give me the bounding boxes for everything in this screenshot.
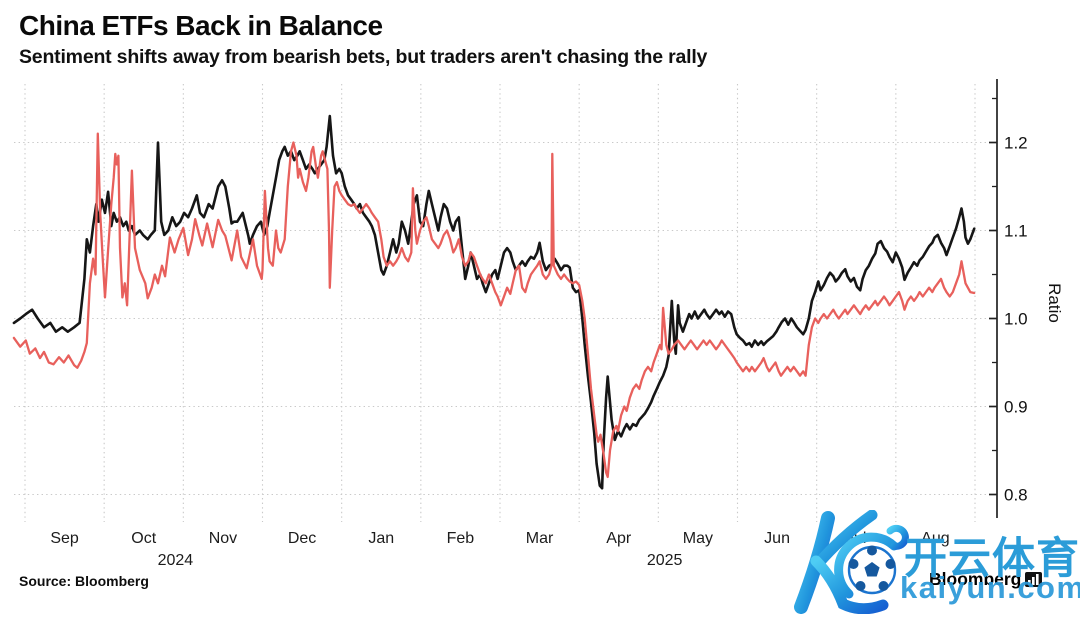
x-tick-label: Nov: [209, 530, 237, 547]
chart-subtitle: Sentiment shifts away from bearish bets,…: [19, 46, 708, 68]
kaiyun-k-monogram: [794, 510, 909, 614]
watermark-url: kaiyun.com: [900, 570, 1080, 605]
soccer-ball-icon: [847, 545, 897, 595]
x-tick-label: Sep: [50, 530, 79, 547]
x-tick-label: Jan: [368, 530, 394, 547]
y-tick-label: 1.0: [1004, 310, 1028, 329]
year-label: 2025: [647, 552, 683, 569]
x-tick-label: Oct: [131, 530, 156, 547]
watermark-cn-text: 开云体育: [904, 534, 1080, 584]
y-axis-title: Ratio: [1045, 283, 1064, 323]
x-tick-label: Aug: [921, 530, 949, 547]
y-tick-label: 1.2: [1004, 134, 1028, 153]
x-tick-label: May: [683, 530, 713, 547]
y-tick-label: 0.9: [1004, 398, 1028, 417]
x-tick-label: Apr: [606, 530, 632, 547]
x-tick-label: Mar: [526, 530, 554, 547]
year-label: 2024: [158, 552, 194, 569]
x-tick-label: Dec: [288, 530, 316, 547]
bloomberg-logo: Bloomberg: [929, 569, 1043, 590]
y-tick-label: 1.1: [1004, 222, 1028, 241]
source-note: Source: Bloomberg: [19, 573, 149, 589]
bloomberg-logo-text: Bloomberg: [929, 569, 1022, 589]
x-tick-label: Feb: [447, 530, 475, 547]
bloomberg-barchart-icon: [1025, 572, 1043, 587]
kaiyun-logo: [794, 510, 909, 614]
y-tick-label: 0.8: [1004, 486, 1028, 505]
x-tick-label: Jun: [764, 530, 790, 547]
series-red-line: [12, 132, 976, 479]
chart-title: China ETFs Back in Balance: [19, 10, 383, 41]
series-black-line: [12, 114, 976, 490]
